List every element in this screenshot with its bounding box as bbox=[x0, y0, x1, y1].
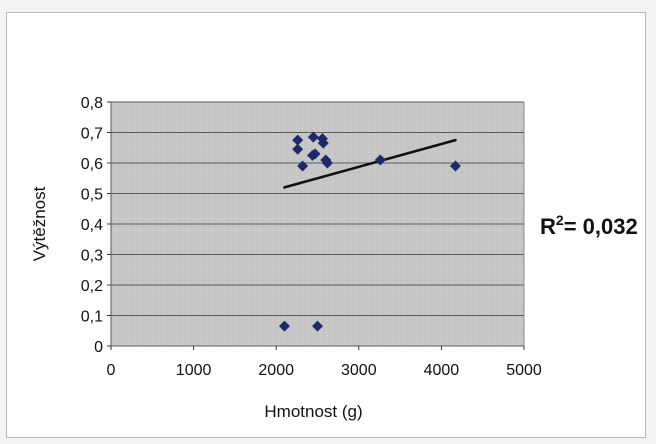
y-tick-label: 0,8 bbox=[81, 95, 103, 112]
y-tick-label: 0 bbox=[94, 339, 103, 356]
x-tick-label: 4000 bbox=[424, 362, 460, 379]
data-point bbox=[297, 160, 309, 172]
gridlines bbox=[107, 101, 525, 350]
data-point bbox=[321, 157, 333, 169]
y-tick-label: 0,2 bbox=[81, 278, 103, 295]
data-point bbox=[317, 137, 329, 149]
x-tick-label: 5000 bbox=[506, 362, 542, 379]
x-tick-label: 2000 bbox=[258, 362, 294, 379]
data-point bbox=[292, 134, 304, 146]
x-tick-label: 1000 bbox=[176, 362, 212, 379]
chart-frame: 0 1000 2000 3000 4000 5000 0 0,1 0,2 0,3 0,4 0,5 0,… bbox=[6, 12, 646, 438]
data-point bbox=[374, 154, 386, 166]
x-tick-label: 0 bbox=[107, 362, 116, 379]
data-points bbox=[278, 131, 461, 332]
y-tick-label: 0,1 bbox=[81, 309, 103, 326]
r-squared-annotation: R2= 0,032 bbox=[540, 212, 638, 239]
trendline bbox=[283, 138, 457, 189]
data-point bbox=[309, 148, 321, 160]
y-tick-label: 0,4 bbox=[81, 217, 103, 234]
y-axis-title: Výtěžnost bbox=[30, 186, 49, 261]
r-squared-exponent: 2 bbox=[556, 212, 564, 228]
x-axis-title: Hmotnost (g) bbox=[264, 402, 362, 421]
data-point bbox=[312, 320, 323, 332]
scatter-chart: 0 1000 2000 3000 4000 5000 0 0,1 0,2 0,3 0,4 0,5 0,… bbox=[30, 95, 638, 421]
trendline-group bbox=[283, 138, 457, 189]
x-tick-label: 3000 bbox=[341, 362, 377, 379]
data-point bbox=[307, 131, 319, 143]
data-point bbox=[292, 143, 304, 155]
y-tick-label: 0,6 bbox=[81, 156, 103, 173]
r-squared-letter: R bbox=[540, 214, 556, 239]
data-point bbox=[278, 320, 290, 332]
y-tick-labels: 0 0,1 0,2 0,3 0,4 0,5 0,6 0,7 0,8 bbox=[81, 95, 103, 356]
x-tick-labels: 0 1000 2000 3000 4000 5000 bbox=[107, 362, 542, 379]
r-squared-value: = 0,032 bbox=[564, 214, 638, 239]
data-point bbox=[449, 160, 461, 172]
y-tick-label: 0,5 bbox=[81, 187, 103, 204]
y-tick-label: 0,3 bbox=[81, 248, 103, 265]
y-tick-label: 0,7 bbox=[81, 126, 103, 143]
